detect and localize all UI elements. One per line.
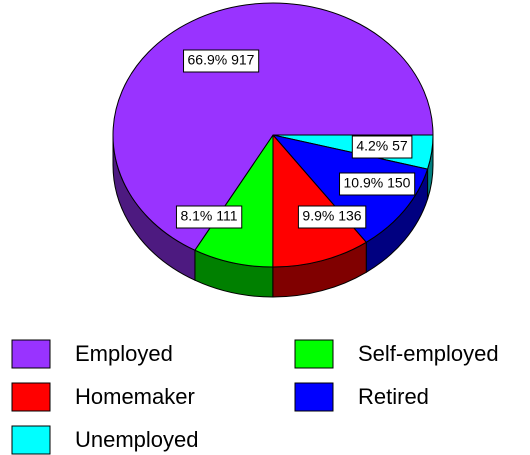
legend-label: Homemaker [75,384,195,409]
data-label-box [351,135,413,159]
data-label-box [339,172,416,196]
data-label: 9.9% 136 [302,208,361,224]
legend-label: Self-employed [358,341,499,366]
data-label-box [297,205,367,229]
legend-swatch [11,339,51,369]
legend-swatch [294,382,334,412]
legend-label: Unemployed [75,427,199,452]
legend-label: Retired [358,384,429,409]
data-label: 4.2% 57 [356,138,408,154]
data-label-box [175,205,243,229]
data-label-box [183,49,260,73]
data-label: 66.9% 917 [188,52,255,68]
legend-label: Employed [75,341,173,366]
legend-swatch [294,339,334,369]
legend-swatch [11,382,51,412]
data-label: 8.1% 111 [180,208,237,224]
data-label: 10.9% 150 [344,175,411,191]
legend-swatch [11,425,51,455]
pie-slice [272,133,368,268]
